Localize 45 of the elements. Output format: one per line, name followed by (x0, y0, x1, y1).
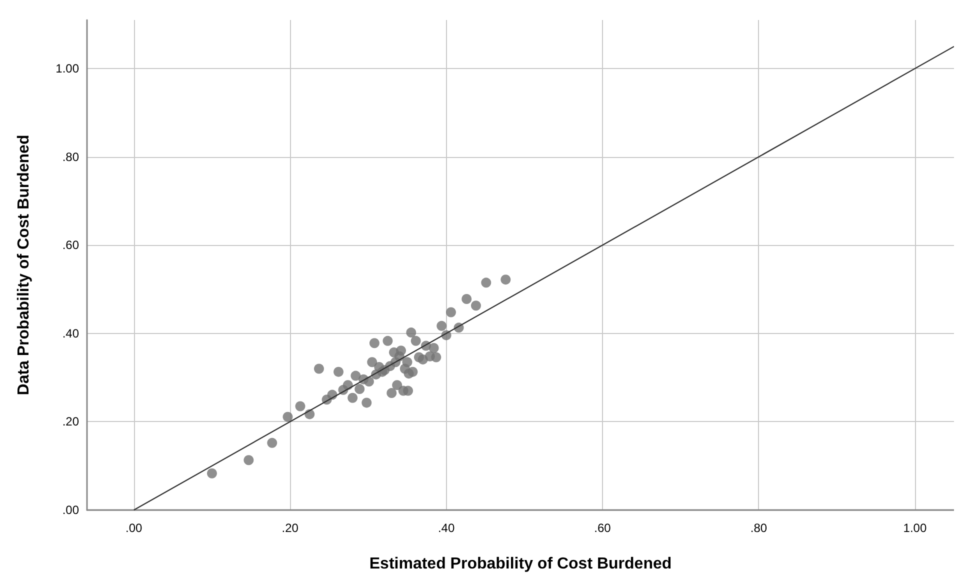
x-tick-label: .40 (438, 521, 455, 535)
point (334, 366, 344, 377)
point (244, 455, 254, 466)
point (369, 338, 380, 348)
point (354, 384, 365, 394)
point (392, 380, 402, 390)
point (462, 294, 472, 304)
point (470, 300, 481, 311)
point (402, 357, 412, 368)
point (386, 388, 397, 398)
point (282, 412, 293, 422)
point (481, 278, 492, 288)
point (367, 357, 378, 368)
y-tick-label: 1.00 (56, 62, 80, 76)
x-tick-label: 1.00 (903, 521, 927, 535)
y-tick-label: .60 (62, 238, 80, 252)
y-tick-label: .80 (62, 150, 80, 164)
point (295, 401, 306, 412)
y-axis-title: Data Probability of Cost Burdened (16, 134, 32, 396)
y-tick-label: .40 (62, 326, 80, 340)
point (428, 342, 439, 353)
point (314, 364, 324, 374)
point (267, 438, 278, 448)
point (406, 328, 416, 338)
point (396, 346, 406, 356)
point (431, 352, 442, 362)
point (408, 366, 418, 377)
point (410, 336, 421, 346)
point (362, 398, 372, 408)
point (446, 307, 456, 318)
x-axis-title: Estimated Probability of Cost Burdened (369, 556, 672, 572)
point (500, 274, 511, 285)
x-tick-label: .80 (750, 521, 768, 535)
point (348, 392, 358, 403)
point (403, 386, 414, 396)
point (436, 320, 447, 331)
point (350, 370, 361, 381)
point (382, 336, 393, 346)
x-tick-label: .20 (282, 521, 299, 535)
x-tick-label: .00 (126, 521, 143, 535)
point (364, 376, 374, 387)
y-tick-label: .20 (62, 414, 80, 429)
point (206, 468, 217, 478)
y-tick-label: .00 (62, 503, 80, 517)
x-tick-label: .60 (594, 521, 612, 535)
